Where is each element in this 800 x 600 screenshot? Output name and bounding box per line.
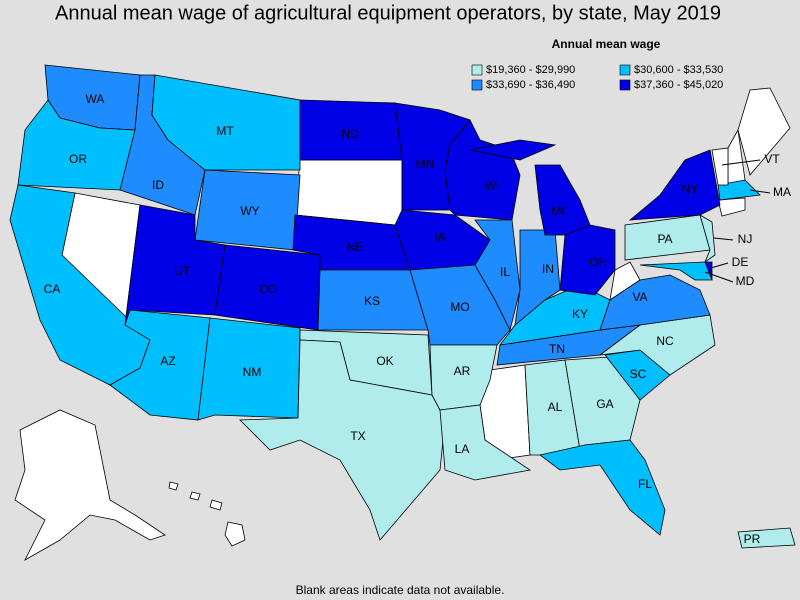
state-label: SC <box>630 367 647 381</box>
state-label: NC <box>656 334 674 348</box>
leader-line <box>721 159 761 166</box>
state-label: KS <box>364 294 380 308</box>
state <box>717 179 761 201</box>
state-blank <box>168 481 179 491</box>
state <box>534 164 591 236</box>
state-blank <box>737 87 791 176</box>
state-label: NE <box>347 240 364 254</box>
state-label: WY <box>240 204 259 218</box>
state-label: NM <box>243 365 262 379</box>
legend-label: $30,600 - $33,530 <box>634 64 723 76</box>
state-label: MO <box>450 300 469 314</box>
state-label: TX <box>350 429 365 443</box>
blank-states <box>14 87 791 562</box>
state-label: MI <box>551 204 564 218</box>
state-label: IA <box>434 230 445 244</box>
leader-line <box>749 189 771 194</box>
leader-line <box>710 262 729 269</box>
state-label: WA <box>86 92 105 106</box>
legend-swatch <box>471 79 483 91</box>
leader-line <box>713 237 734 241</box>
state-label: OR <box>69 152 87 166</box>
state <box>639 261 713 281</box>
state-label: UT <box>174 264 191 278</box>
legend-title: Annual mean wage <box>552 37 661 51</box>
state-label: AZ <box>160 354 175 368</box>
state-label: OH <box>589 255 607 269</box>
leader-line <box>704 271 734 283</box>
state-blank <box>189 491 201 501</box>
state-label: IL <box>500 265 510 279</box>
state-label: NJ <box>738 232 753 246</box>
state-blank <box>14 409 166 562</box>
state <box>109 309 211 421</box>
state <box>599 274 711 331</box>
state-label: WI <box>485 179 500 193</box>
state <box>239 339 446 541</box>
legend-swatch <box>619 64 631 76</box>
state-label: MD <box>736 274 755 288</box>
state-label: ND <box>341 127 359 141</box>
legend-swatch <box>471 64 483 76</box>
state-blank <box>224 521 246 547</box>
state-label: PA <box>657 232 672 246</box>
state-blank <box>717 197 746 217</box>
state-label: AL <box>548 400 563 414</box>
state-label: DE <box>732 255 749 269</box>
state-label: MN <box>416 157 435 171</box>
state <box>439 404 532 481</box>
state-label: FL <box>638 477 652 491</box>
state-label: VA <box>632 290 647 304</box>
state-label: CO <box>259 282 277 296</box>
map-title: Annual mean wage of agricultural equipme… <box>55 2 721 24</box>
state-blank <box>209 499 223 511</box>
state-label: KY <box>572 307 588 321</box>
legend-label: $33,690 - $36,490 <box>486 79 575 91</box>
state <box>197 317 301 421</box>
state-label: CA <box>44 282 61 296</box>
state <box>737 527 796 549</box>
legend-swatch <box>619 79 631 91</box>
state-label: MA <box>773 185 791 199</box>
state <box>711 147 729 186</box>
state-label: ID <box>152 178 164 192</box>
state-label: LA <box>455 442 470 456</box>
footnote: Blank areas indicate data not available. <box>296 583 505 597</box>
state-label: GA <box>596 397 613 411</box>
state <box>469 139 557 161</box>
states: WA OR CA ID MT WY UT CO AZ NM ND NE KS OK TX MN IA WI MO AR… <box>9 64 796 549</box>
state <box>699 214 716 264</box>
state-label: NY <box>682 182 699 196</box>
state <box>474 219 521 332</box>
legend: $19,360 - $29,990 $30,600 - $33,530 $33,69… <box>471 64 723 91</box>
state-blank <box>294 159 403 226</box>
state <box>539 439 666 536</box>
state-label: TN <box>549 342 565 356</box>
legend-label: $19,360 - $29,990 <box>486 64 575 76</box>
state-label: VT <box>764 152 780 166</box>
state-label: PR <box>744 532 761 546</box>
state-label: OK <box>376 354 393 368</box>
state-label: AR <box>454 364 471 378</box>
legend-label: $37,360 - $45,020 <box>634 79 723 91</box>
state-label: IN <box>542 262 554 276</box>
state-label: MT <box>216 124 234 138</box>
